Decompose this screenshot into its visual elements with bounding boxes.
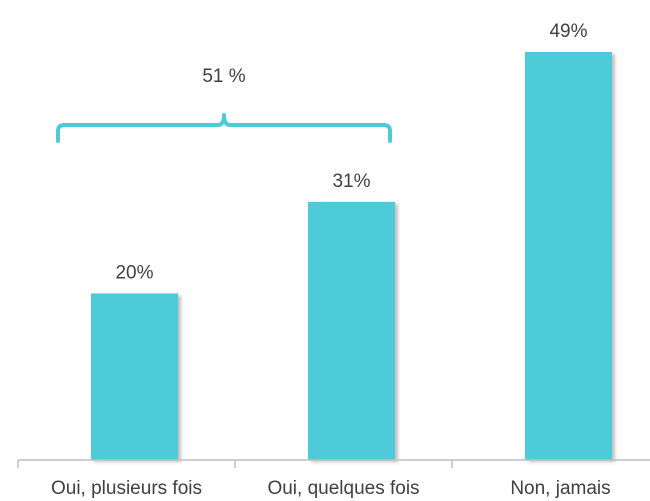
data-label-3: 49% [549,21,587,42]
x-axis [17,459,650,468]
labels-layer: 20% Oui, plusieurs fois 31% Oui, quelques f… [51,21,611,499]
bracket-label: 51 % [202,66,245,87]
bar-3 [525,52,612,460]
bracket-shape [56,113,392,143]
bars-layer [91,52,612,460]
category-label-3: Non, jamais [510,478,610,499]
data-label-1: 20% [115,262,153,283]
category-label-1: Oui, plusieurs fois [51,478,202,499]
data-label-2: 31% [332,171,370,192]
category-label-2: Oui, quelques fois [267,478,419,499]
bracket-annotation: 51 % [56,66,392,143]
bar-1 [91,293,178,460]
bar-2 [308,201,395,460]
